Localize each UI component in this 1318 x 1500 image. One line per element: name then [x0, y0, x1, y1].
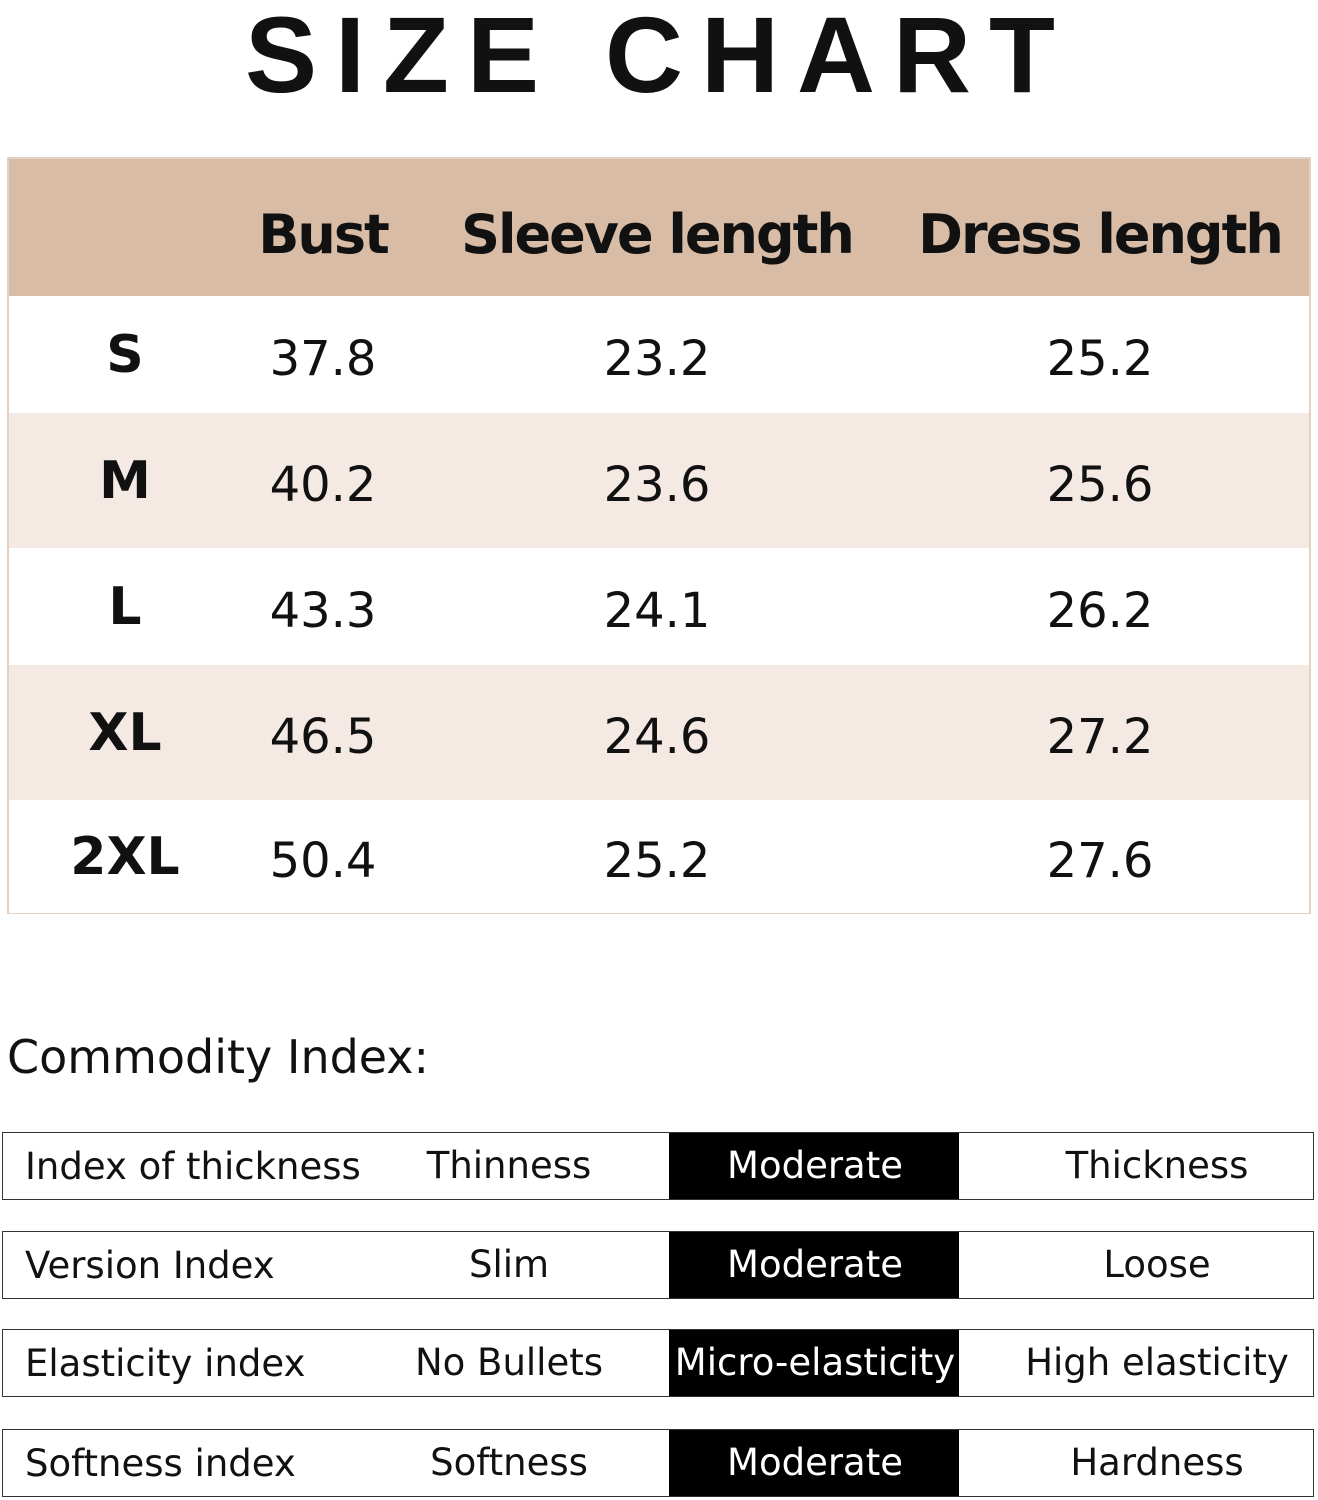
index-row: [2, 1132, 1314, 1200]
index-label: Elasticity index: [25, 1341, 306, 1385]
selected-box: [669, 1430, 959, 1496]
index-option: Softness: [430, 1440, 588, 1484]
index-row: [2, 1231, 1314, 1299]
table-row: [9, 296, 1309, 413]
measure-value: 27.6: [1046, 832, 1154, 889]
index-option: Moderate: [727, 1440, 903, 1484]
index-option: Thinness: [426, 1143, 592, 1187]
measure-value: 23.2: [603, 330, 711, 387]
size-label: XL: [88, 702, 162, 763]
index-option: Hardness: [1070, 1440, 1244, 1484]
measure-value: 46.5: [269, 708, 377, 765]
table-row: [9, 665, 1309, 800]
index-option: Moderate: [727, 1242, 903, 1286]
header-bg: [9, 159, 1309, 296]
measure-value: 37.8: [269, 330, 377, 387]
index-option: No Bullets: [414, 1340, 604, 1384]
measure-value: 43.3: [269, 582, 377, 639]
index-option: Loose: [1103, 1242, 1211, 1286]
table-row: [9, 413, 1309, 548]
column-header: Bust: [258, 202, 390, 266]
size-table: [7, 157, 1311, 914]
measure-value: 24.1: [603, 582, 711, 639]
size-label: 2XL: [70, 826, 180, 887]
size-label: M: [99, 450, 151, 511]
measure-value: 26.2: [1046, 582, 1154, 639]
measure-value: 25.6: [1046, 456, 1154, 513]
index-option: Thickness: [1065, 1143, 1249, 1187]
index-option: Slim: [468, 1242, 550, 1286]
measure-value: 24.6: [603, 708, 711, 765]
column-header: Dress length: [918, 202, 1284, 266]
column-header: Sleeve length: [461, 202, 855, 266]
table-row: [9, 800, 1309, 913]
index-label: Version Index: [25, 1243, 275, 1287]
index-row: [2, 1329, 1314, 1397]
index-option: High elasticity: [1025, 1340, 1289, 1384]
selected-box: [669, 1330, 959, 1396]
measure-value: 23.6: [603, 456, 711, 513]
index-option: Micro-elasticity: [674, 1340, 956, 1384]
index-label: Index of thickness: [25, 1144, 361, 1188]
table-row: [9, 548, 1309, 665]
commodity-title: Commodity Index:: [7, 1030, 430, 1084]
measure-value: 50.4: [269, 832, 377, 889]
selected-box: [669, 1133, 959, 1199]
measure-value: 25.2: [1046, 330, 1154, 387]
index-row: [2, 1429, 1314, 1497]
measure-value: 40.2: [269, 456, 377, 513]
page-title: SIZE CHART: [245, 0, 1073, 115]
size-label: L: [108, 576, 142, 637]
measure-value: 25.2: [603, 832, 711, 889]
index-option: Moderate: [727, 1143, 903, 1187]
index-label: Softness index: [25, 1441, 296, 1485]
size-label: S: [106, 324, 144, 385]
selected-box: [669, 1232, 959, 1298]
measure-value: 27.2: [1046, 708, 1154, 765]
